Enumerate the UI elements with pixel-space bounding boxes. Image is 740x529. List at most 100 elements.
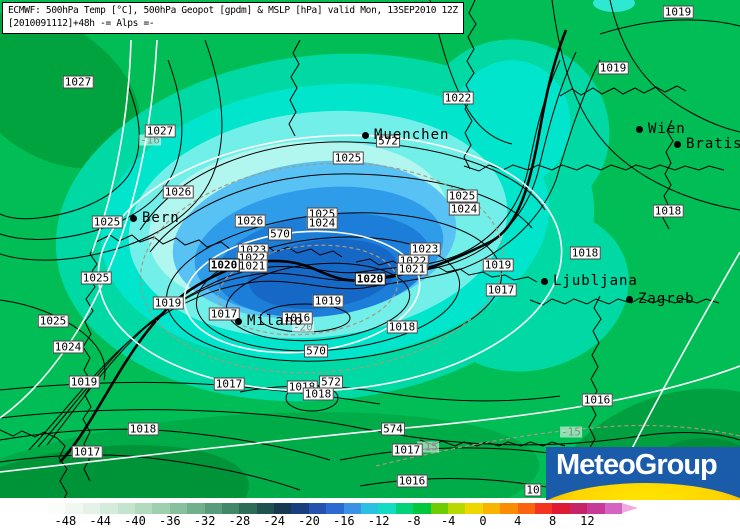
temp-label: -20 [292,320,314,334]
colorbar-tick-label: -32 [193,514,216,528]
city-marker-muenchen: Muenchen [362,128,449,142]
colorbar-footer: -48 -44 -40 -36 -32 -28 -24 -20 -16 -12 -8 -4 0 4 8 12 [0,498,740,529]
colorbar-tick-label: -24 [263,514,286,528]
colorbar-cell [361,503,379,514]
pressure-label: 1019 [312,294,344,308]
pressure-label: 1017 [391,443,423,457]
colorbar-tick-label: -28 [228,514,251,528]
colorbar-cell [413,503,431,514]
city-marker-bratislava: Bratislava [674,137,740,151]
pressure-label: 1021 [236,259,268,273]
pressure-label: 1027 [144,124,176,138]
colorbar-tick-label: -40 [124,514,146,528]
logo-text: MeteoGroup [556,449,718,481]
colorbar-cell [534,503,553,514]
colorbar-tick-label: 0 [479,514,487,528]
pressure-label: 1022 [442,91,474,105]
pressure-label: 1024 [448,202,480,216]
city-name: Milano [247,313,304,329]
colorbar-tick-label: -44 [89,514,112,528]
pressure-label: 1024 [52,340,84,354]
colorbar-cell [500,503,518,514]
temp-label: -16 [139,133,161,147]
pressure-label: 1018 [569,246,601,260]
colorbar-tick-label: -16 [332,514,355,528]
pressure-label: 1021 [396,262,428,276]
pressure-label: 1026 [234,214,266,228]
colorbar-cell [187,503,205,514]
city-name: Bern [142,210,180,226]
pressure-label: 1025 [446,189,478,203]
colorbar-cell [82,503,101,514]
city-dot [541,277,548,285]
colorbar-tick-label: 8 [548,514,557,528]
city-name: Zagreb [638,291,695,307]
colorbar-cell [274,503,292,514]
contours-svg [0,0,740,498]
city-name: Bratislava [686,136,740,152]
pressure-label: 1019 [152,296,184,310]
pressure-label: 1025 [91,215,123,229]
pressure-label: 1020 [208,258,240,272]
colorbar-tick-label: -48 [54,514,77,528]
colorbar-cell [152,503,170,514]
colorbar-cell [100,503,118,514]
colorbar-cell [169,503,188,514]
city-dot [362,131,369,139]
city-marker-wien: Wien [636,122,686,136]
pressure-label: 1016 [281,311,313,325]
pressure-label: 1025 [37,314,69,328]
colorbar-tick-label: 12 [580,514,595,528]
country-borders [0,0,725,498]
pressure-label: 1018 [386,320,418,334]
colorbar-cell [378,503,396,514]
city-name: Muenchen [374,127,450,143]
pressure-label: 1018 [652,204,684,218]
city-dot [130,214,137,222]
isobar-contours [0,0,740,497]
header-line-1: ECMWF: 500hPa Temp [°C], 500hPa Geopot [… [8,5,458,16]
pressure-label: 1019 [68,375,100,389]
city-marker-milano: Milano [235,314,304,328]
city-dot [636,125,643,133]
pressure-label: 1018 [302,387,334,401]
pressure-label: 1017 [485,283,517,297]
header-box: ECMWF: 500hPa Temp [°C], 500hPa Geopot [… [2,2,464,34]
pressure-label: 1017 [71,445,103,459]
colorbar-cell [430,503,448,514]
header-line-2: [2010091112]+48h -= Alps =- [8,17,155,29]
weather-map: -16 -20 -15 -15 570 570 572 572 574 1027 1027 1026 1… [0,0,740,498]
pressure-label: 1017 [213,377,245,391]
city-marker-bern: Bern [130,211,180,225]
city-dot [235,317,242,325]
city-dot [674,140,681,148]
geopot-label: 570 [268,227,292,241]
colorbar [48,503,638,514]
colorbar-tick-label: -4 [440,514,456,528]
colorbar-cell [48,503,66,514]
colorbar-arrow [621,503,638,513]
geopotential-contours [0,39,740,498]
city-dot [626,295,633,303]
colorbar-cell [517,503,535,514]
colorbar-tick-label: -36 [158,514,181,528]
pressure-label: 1025 [332,151,364,165]
logo-sun-arc [546,483,740,500]
colorbar-cell [221,503,240,514]
colorbar-cell [447,503,466,514]
pressure-label: 1019 [482,258,514,272]
temp-label: -15 [560,425,582,439]
colorbar-tick-label: 4 [514,514,522,528]
temp-fill-cyan-patch-topright [593,0,635,12]
geopot-label: 572 [376,134,400,148]
colorbar-cell [308,503,327,514]
city-name: Ljubljana [553,273,638,289]
colorbar-cell [134,503,153,514]
pressure-label: 1018 [127,422,159,436]
pressure-label: 1016 [581,393,613,407]
pressure-label: 1027 [62,75,94,89]
colorbar-cell [291,503,309,514]
geopot-label: 574 [381,422,405,436]
colorbar-cell [552,503,570,514]
